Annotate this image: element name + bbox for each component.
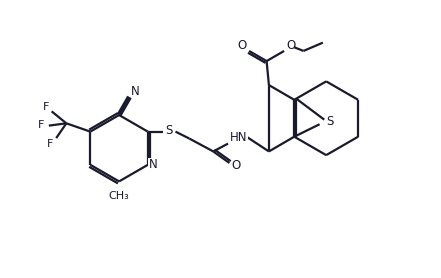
- Text: S: S: [165, 124, 173, 137]
- Text: F: F: [43, 102, 50, 112]
- Text: S: S: [326, 115, 334, 128]
- Text: HN: HN: [230, 131, 248, 144]
- Text: N: N: [149, 158, 158, 171]
- Text: O: O: [286, 39, 295, 52]
- Text: F: F: [38, 120, 44, 130]
- Text: N: N: [131, 85, 139, 98]
- Text: O: O: [238, 39, 247, 52]
- Text: CH₃: CH₃: [108, 191, 130, 201]
- Text: F: F: [47, 139, 53, 149]
- Text: O: O: [231, 159, 240, 172]
